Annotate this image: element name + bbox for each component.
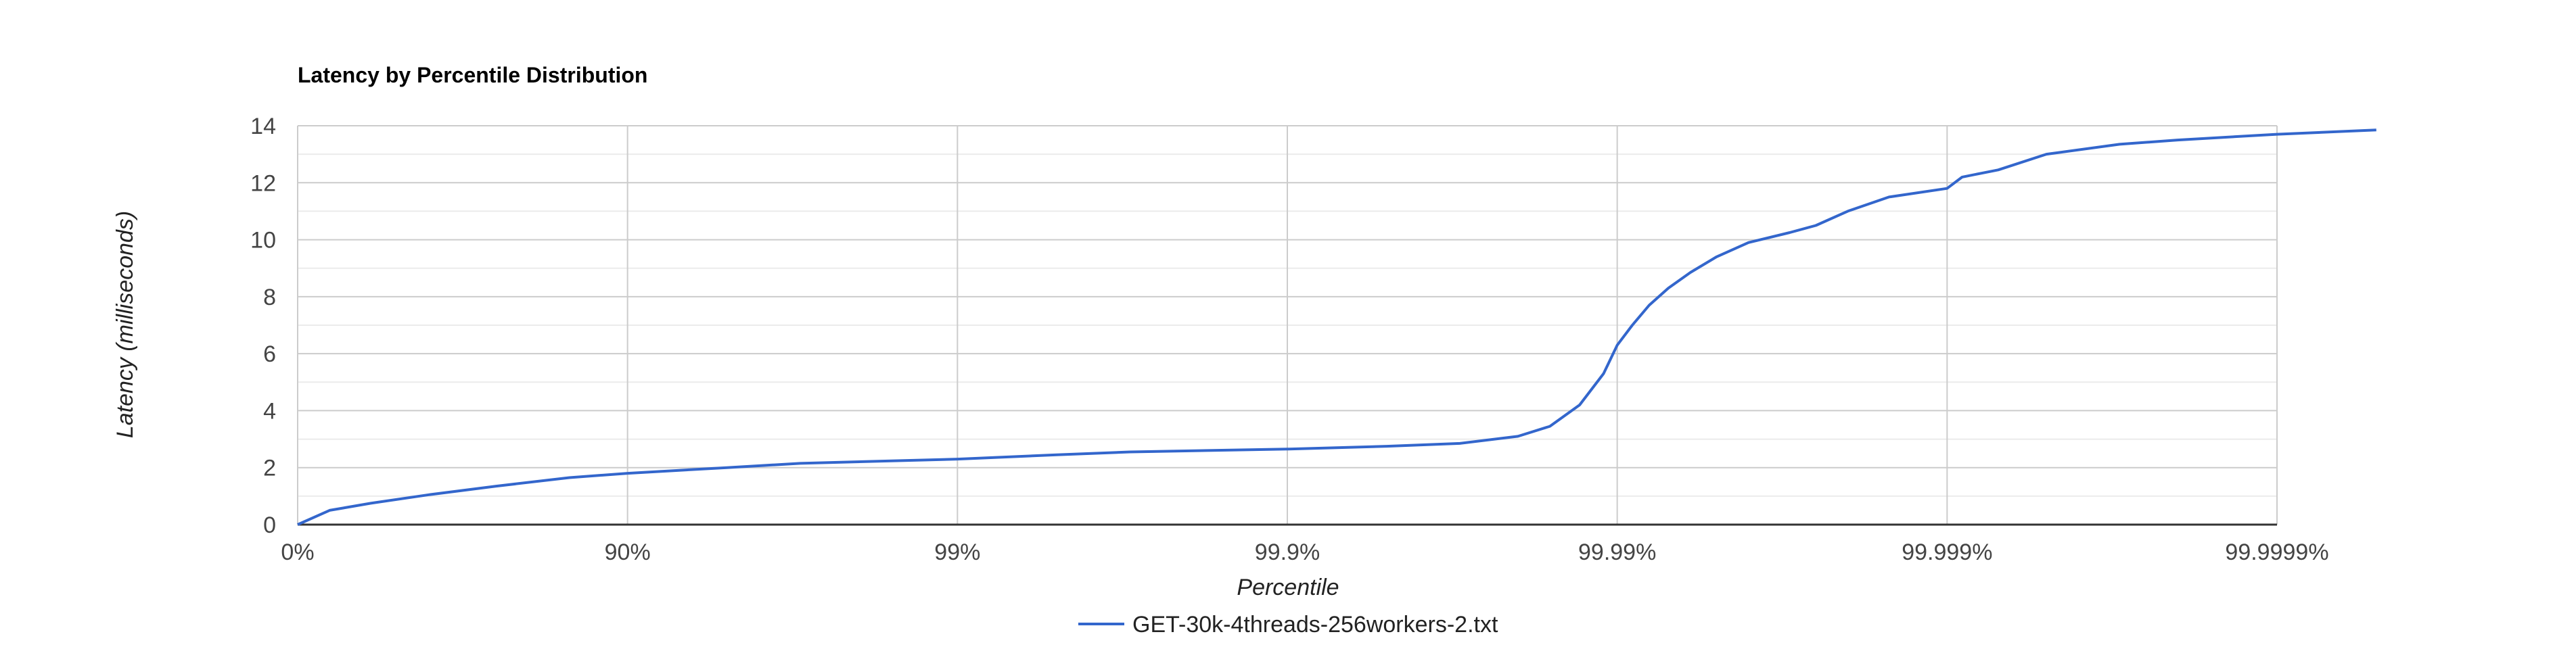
y-tick-label: 6 [263, 341, 276, 367]
series-layer [297, 128, 2376, 526]
x-tick-label: 0% [281, 539, 314, 565]
y-tick-label: 2 [263, 456, 276, 481]
chart-title: Latency by Percentile Distribution [298, 63, 647, 87]
y-axis-title: Latency (milliseconds) [112, 211, 138, 438]
legend: GET-30k-4threads-256workers-2.txt [1078, 612, 1498, 638]
x-tick-label: 99.9999% [2225, 539, 2328, 565]
y-tick-label: 4 [263, 398, 276, 424]
x-tick-label: 90% [605, 539, 651, 565]
grid-layer [297, 125, 2278, 525]
y-tick-label: 14 [250, 114, 276, 139]
y-tick-label: 8 [263, 285, 276, 310]
legend-label: GET-30k-4threads-256workers-2.txt [1132, 612, 1498, 638]
x-tick-label: 99.999% [1902, 539, 1992, 565]
x-tick-label: 99% [934, 539, 980, 565]
y-tick-label: 0 [263, 512, 276, 538]
x-tick-label: 99.9% [1255, 539, 1320, 565]
y-tick-label: 10 [250, 228, 276, 254]
x-axis-title: Percentile [1237, 575, 1339, 600]
y-tick-label: 12 [250, 170, 276, 196]
axis-layer: 0 2 4 6 8 10 12 14 0% 90% 99% 99.9% 99.99% 99.999% 99.… [250, 114, 2328, 565]
series-line [297, 128, 2376, 526]
x-tick-label: 99.99% [1578, 539, 1656, 565]
